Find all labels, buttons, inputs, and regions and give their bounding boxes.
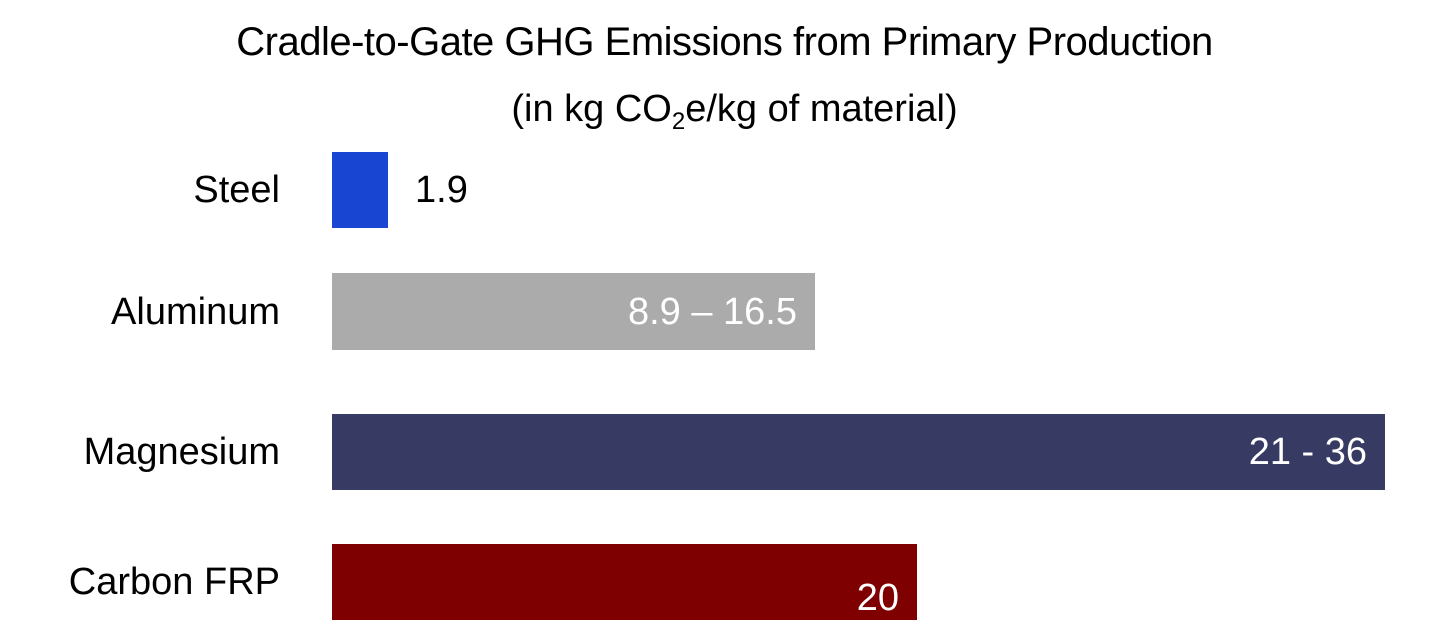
chart-subtitle: (in kg CO2e/kg of material)	[0, 86, 1449, 135]
bar-aluminum	[332, 273, 815, 350]
data-label-magnesium: 21 - 36	[1248, 431, 1367, 473]
category-label-carbon-frp: Carbon FRP	[68, 561, 280, 603]
chart-subtitle-prefix: (in kg CO	[511, 88, 672, 130]
chart-title: Cradle-to-Gate GHG Emissions from Primar…	[236, 20, 1213, 64]
category-label-steel: Steel	[193, 169, 280, 211]
data-label-carbon-frp: 20	[856, 577, 899, 619]
chart-subtitle-subscript: 2	[671, 108, 686, 135]
category-label-magnesium: Magnesium	[83, 431, 280, 473]
bar-magnesium	[332, 414, 1385, 490]
data-label-steel: 1.9	[415, 169, 468, 211]
bar-steel	[332, 152, 388, 228]
category-label-aluminum: Aluminum	[111, 290, 280, 333]
bar-carbon-frp	[332, 544, 917, 620]
data-label-aluminum: 8.9 – 16.5	[627, 290, 797, 333]
chart-subtitle-suffix: e/kg of material)	[685, 88, 958, 130]
